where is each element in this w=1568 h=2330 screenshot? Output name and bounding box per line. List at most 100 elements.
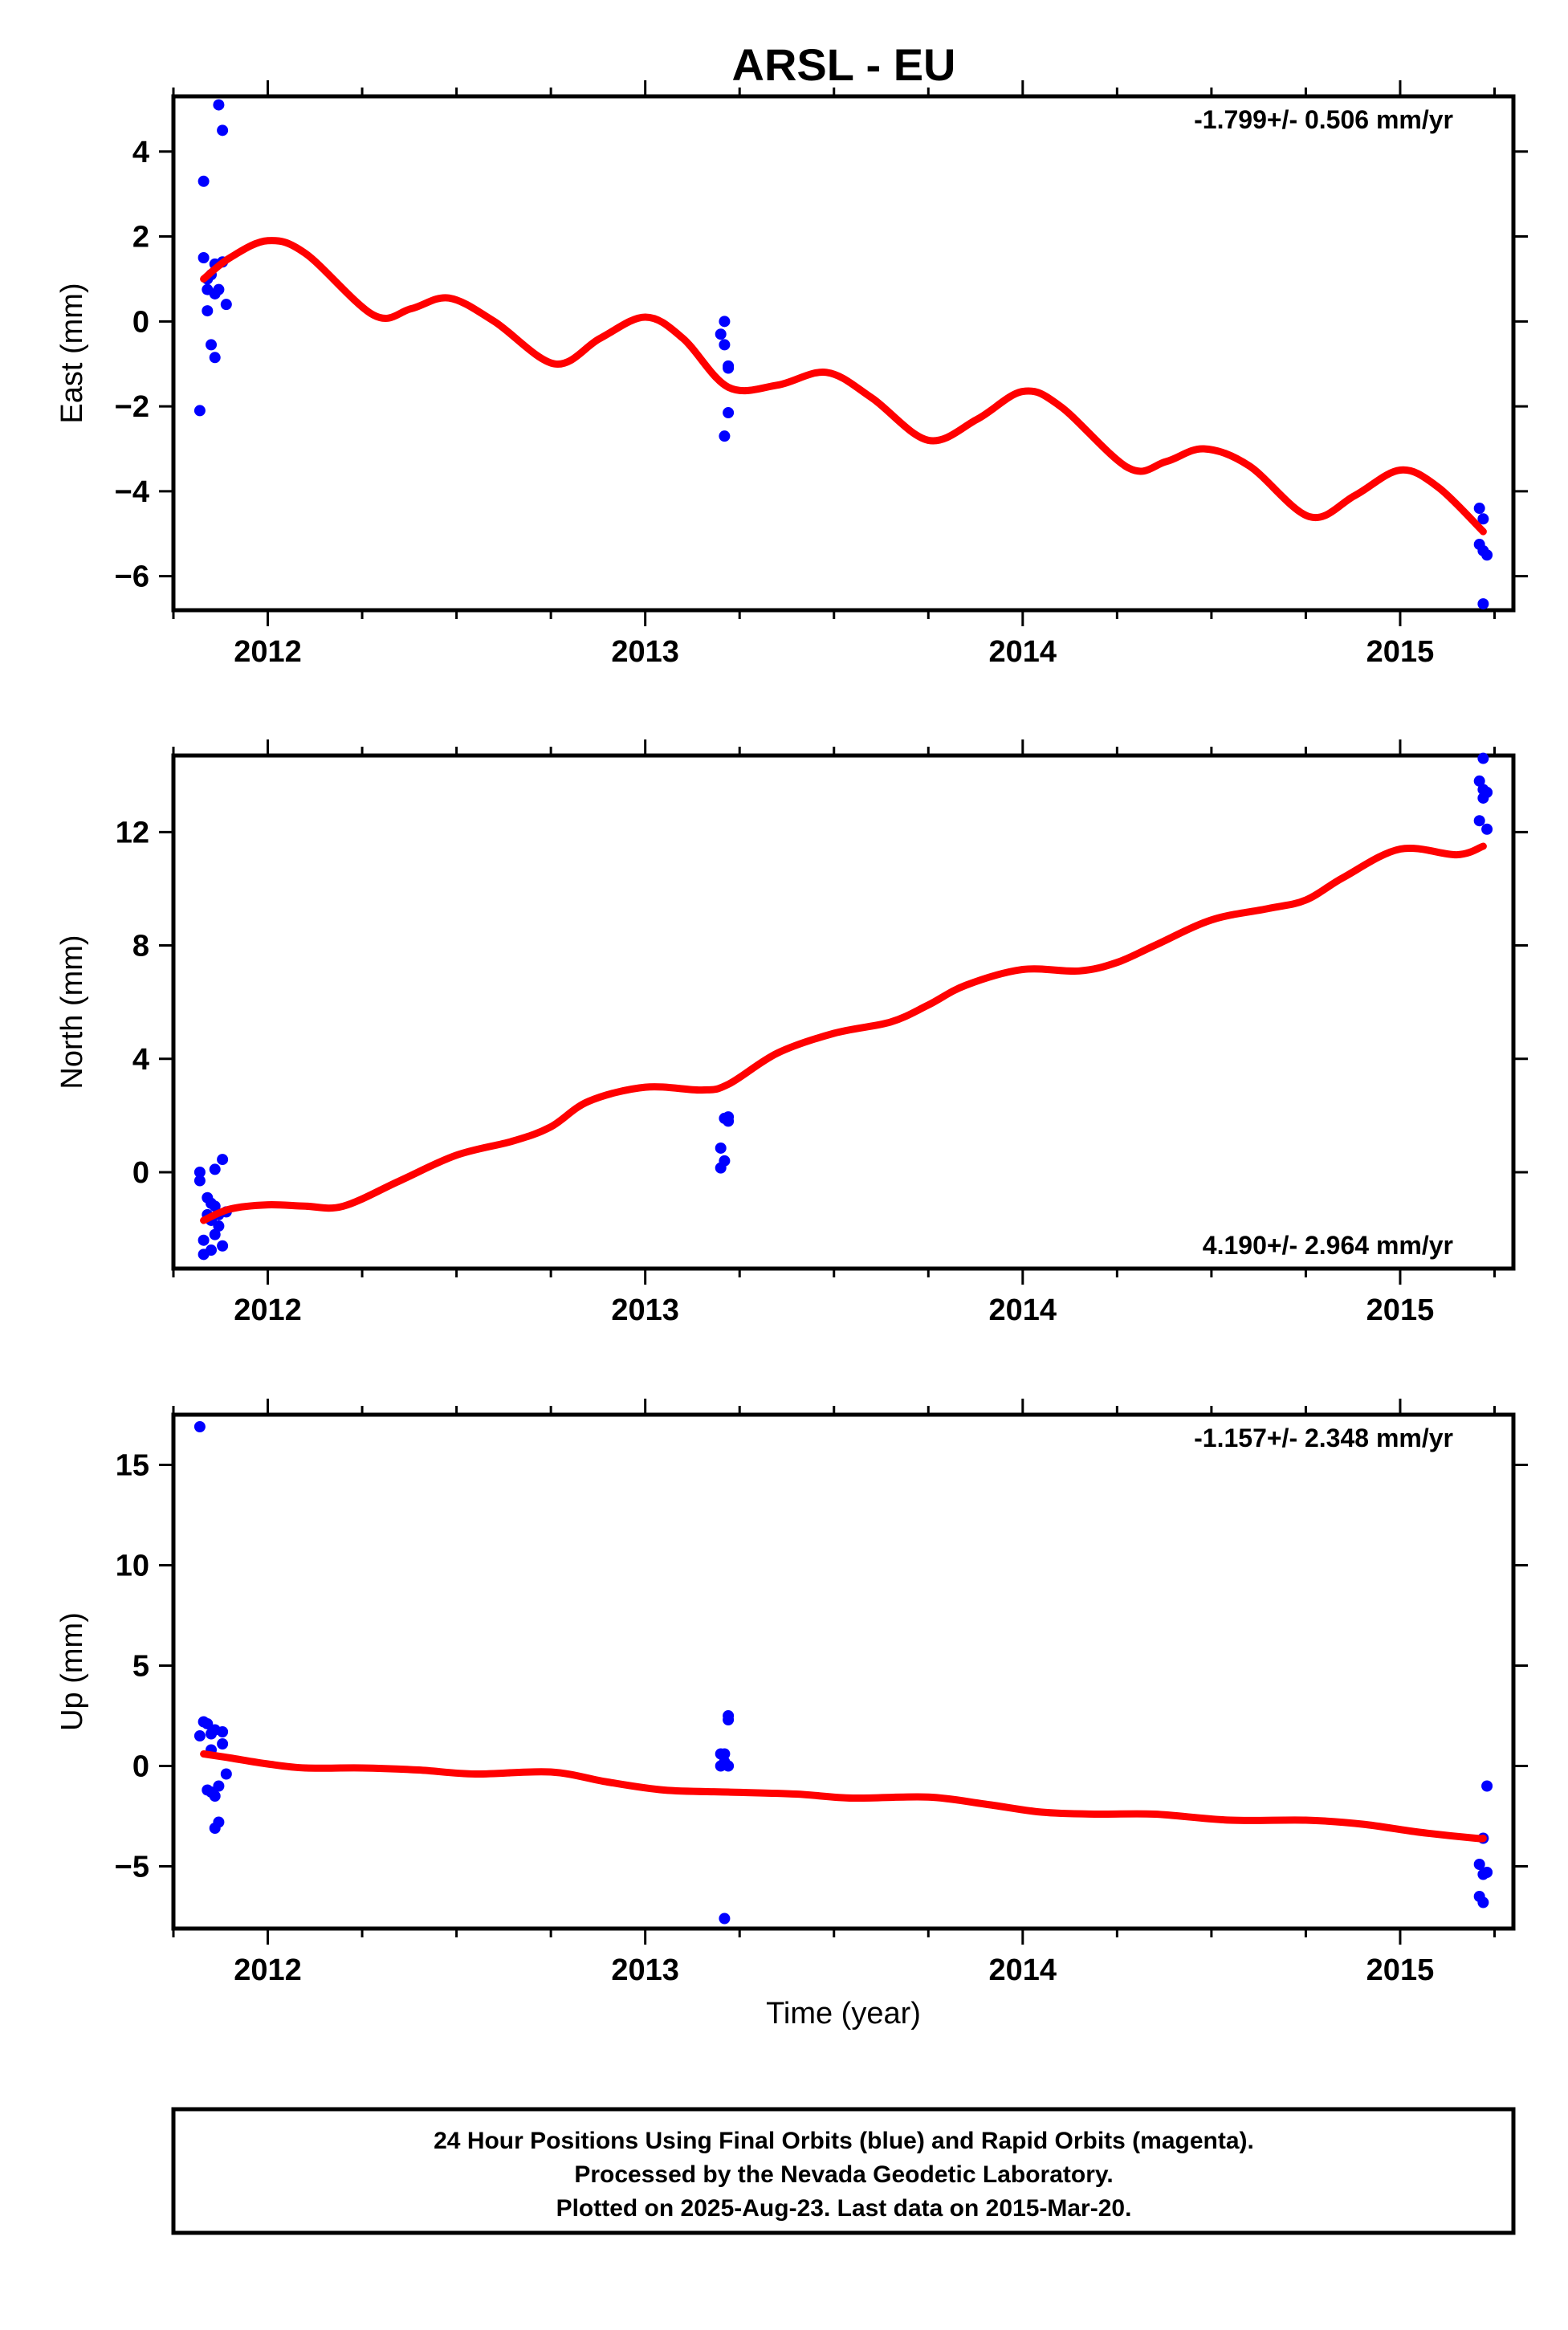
up-data-point — [1481, 1867, 1493, 1878]
north-x-tick-label: 2013 — [611, 1293, 679, 1327]
east-x-tick-label: 2013 — [611, 635, 679, 669]
up-data-point — [193, 1421, 206, 1432]
east-data-point — [217, 124, 229, 136]
panel-up: 2012 2013 2014 2015 −5 0 5 10 15 Up (mm) Time (yea… — [55, 1399, 1528, 2031]
up-x-axis-label: Time (year) — [766, 1997, 921, 2031]
east-data-point — [213, 283, 225, 295]
east-data-point — [719, 316, 731, 328]
up-data-point — [209, 1790, 221, 1802]
north-x-tick-label: 2014 — [989, 1293, 1057, 1327]
north-data-point — [1473, 815, 1485, 827]
north-rate-annotation: 4.190+/- 2.964 mm/yr — [1203, 1231, 1453, 1260]
footer-line-1: 24 Hour Positions Using Final Orbits (bl… — [434, 2128, 1254, 2154]
east-data-point — [1481, 549, 1493, 561]
east-data-point — [1473, 503, 1485, 515]
up-data-point — [719, 1912, 731, 1925]
east-y-tick-label: −4 — [115, 475, 149, 509]
east-y-tick-label: −6 — [115, 560, 149, 594]
north-data-point — [198, 1234, 210, 1246]
north-x-tick-label: 2015 — [1366, 1293, 1435, 1327]
up-data-point — [719, 1748, 731, 1760]
north-data-point — [213, 1220, 225, 1232]
north-x-tick-label: 2012 — [234, 1293, 302, 1327]
up-data-point — [723, 1710, 735, 1721]
north-y-tick-label: 8 — [132, 930, 149, 963]
north-data-point — [193, 1166, 206, 1178]
north-data-point — [209, 1228, 221, 1240]
panel-north: 2012 2013 2014 2015 0 4 8 12 North (mm) 4.190+/- … — [55, 739, 1528, 1327]
north-y-tick-label: 0 — [132, 1156, 149, 1190]
east-data-point — [198, 175, 210, 187]
north-data-point — [1481, 823, 1493, 835]
up-y-axis-label: Up (mm) — [55, 1612, 89, 1731]
east-y-tick-label: 0 — [132, 305, 149, 339]
east-x-tick-label: 2014 — [989, 635, 1057, 669]
up-data-point — [723, 1760, 735, 1772]
north-y-tick-label: 4 — [132, 1043, 149, 1077]
up-data-point — [202, 1718, 214, 1729]
footer-line-2: Processed by the Nevada Geodetic Laborat… — [574, 2161, 1113, 2188]
east-data-point — [220, 299, 232, 311]
up-plot-frame — [171, 1412, 1516, 1931]
east-y-tick-label: 4 — [132, 136, 149, 169]
north-data-point — [217, 1240, 229, 1252]
east-data-point — [209, 352, 221, 364]
up-y-tick-label: 10 — [116, 1550, 149, 1583]
north-model-line — [200, 842, 1487, 1224]
up-data-point — [193, 1730, 206, 1741]
panel-east: 2012 2013 2014 2015 −6 −4 −2 0 2 4 East (mm) -1.799… — [55, 80, 1528, 669]
north-data-point — [193, 1175, 206, 1187]
east-data-point — [213, 99, 225, 111]
east-data-point — [723, 407, 735, 419]
up-x-tick-label: 2015 — [1366, 1953, 1435, 1987]
up-y-tick-label: 0 — [132, 1750, 149, 1784]
north-data-point — [1481, 786, 1493, 798]
east-data-point — [193, 405, 206, 417]
up-data-point — [1481, 1780, 1493, 1792]
north-data-point — [723, 1111, 735, 1123]
north-data-point — [209, 1163, 221, 1175]
east-data-point — [719, 430, 731, 442]
up-x-tick-label: 2014 — [989, 1953, 1057, 1987]
up-data-point — [217, 1738, 229, 1750]
east-data-point — [719, 339, 731, 351]
footer-line-3: Plotted on 2025-Aug-23. Last data on 201… — [556, 2195, 1132, 2222]
north-data-point — [206, 1244, 218, 1257]
north-data-point — [719, 1155, 731, 1167]
up-model-line — [200, 1750, 1487, 1843]
north-data-point — [715, 1142, 727, 1154]
east-y-tick-label: 2 — [132, 221, 149, 255]
up-data-point — [213, 1780, 225, 1792]
up-data-point — [220, 1768, 232, 1780]
up-x-tick-label: 2012 — [234, 1953, 302, 1987]
east-data-point — [202, 305, 214, 317]
up-data-point — [1477, 1896, 1489, 1908]
up-data-point — [1473, 1859, 1485, 1870]
east-data-point — [1477, 598, 1489, 610]
east-model-line — [200, 237, 1487, 536]
east-data-point — [206, 339, 218, 351]
footer-frame — [171, 2107, 1516, 2235]
up-y-tick-label: 5 — [132, 1650, 149, 1684]
north-y-axis-label: North (mm) — [55, 935, 89, 1089]
north-data-point — [209, 1200, 221, 1212]
up-data-point — [217, 1726, 229, 1737]
north-y-tick-label: 12 — [116, 816, 149, 849]
east-x-tick-label: 2015 — [1366, 635, 1435, 669]
east-x-tick-label: 2012 — [234, 635, 302, 669]
east-data-point — [715, 328, 727, 340]
up-data-point — [213, 1816, 225, 1828]
up-rate-annotation: -1.157+/- 2.348 mm/yr — [1194, 1424, 1453, 1452]
north-data-point — [1477, 752, 1489, 764]
east-data-point — [723, 362, 735, 374]
up-y-tick-label: 15 — [116, 1449, 149, 1483]
north-data-point — [217, 1154, 229, 1166]
north-plot-frame — [171, 753, 1516, 1271]
east-rate-annotation: -1.799+/- 0.506 mm/yr — [1194, 105, 1453, 134]
east-data-point — [198, 251, 210, 263]
east-y-tick-label: −2 — [115, 390, 149, 424]
up-x-tick-label: 2013 — [611, 1953, 679, 1987]
east-y-axis-label: East (mm) — [55, 283, 89, 423]
figure-title: ARSL - EU — [732, 39, 956, 90]
